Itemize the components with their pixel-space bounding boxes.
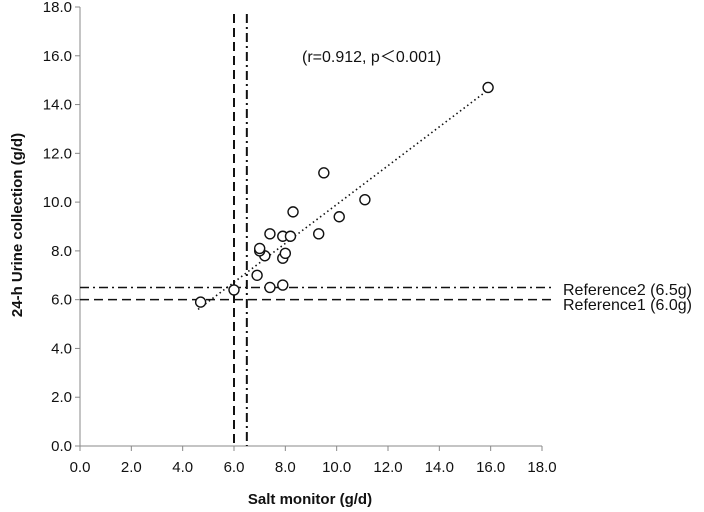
y-tick-label: 14.0 <box>43 97 72 114</box>
trendline-group <box>197 89 489 311</box>
labels: (r=0.912, p＜0.001) Reference2 (6.5g) Ref… <box>9 49 692 508</box>
data-point <box>279 247 292 260</box>
y-tick-label: 8.0 <box>51 243 72 260</box>
data-point <box>228 284 240 296</box>
correlation-annotation: (r=0.912, p＜0.001) <box>302 49 441 66</box>
x-tick-label: 8.0 <box>275 459 296 476</box>
y-axis-title: 24-h Urine collection (g/d) <box>9 133 26 317</box>
x-tick-label: 0.0 <box>70 459 91 476</box>
y-tick-label: 2.0 <box>51 389 72 406</box>
data-point <box>194 296 207 308</box>
data-point <box>313 228 325 240</box>
x-tick-label: 14.0 <box>425 459 454 476</box>
reference2-label: Reference2 (6.5g) <box>563 282 692 299</box>
x-tick-label: 16.0 <box>476 459 505 476</box>
data-point <box>264 228 276 240</box>
y-tick-label: 18.0 <box>43 0 72 16</box>
data-point <box>333 211 345 223</box>
data-point <box>251 269 263 281</box>
data-point <box>277 279 289 291</box>
x-axis-title: Salt monitor (g/d) <box>248 491 372 508</box>
data-point <box>482 81 494 94</box>
y-tick-label: 10.0 <box>43 194 72 211</box>
x-tick-label: 10.0 <box>322 459 351 476</box>
x-tick-label: 2.0 <box>121 459 142 476</box>
data-point <box>284 230 297 242</box>
data-point <box>287 206 299 218</box>
reference-lines <box>80 14 555 446</box>
x-tick-label: 12.0 <box>373 459 402 476</box>
trendline <box>197 89 489 311</box>
data-point <box>253 242 266 255</box>
y-tick-label: 12.0 <box>43 145 72 162</box>
data-point <box>359 193 371 206</box>
y-tick-label: 16.0 <box>43 48 72 65</box>
data-points <box>194 81 494 308</box>
reference1-label: Reference1 (6.0g) <box>563 297 692 314</box>
y-tick-label: 0.0 <box>51 438 72 455</box>
data-point <box>318 167 330 179</box>
y-tick-label: 4.0 <box>51 340 72 357</box>
y-tick-label: 6.0 <box>51 292 72 309</box>
data-point <box>264 281 276 294</box>
x-tick-label: 4.0 <box>172 459 193 476</box>
x-tick-label: 18.0 <box>527 459 556 476</box>
axes: 0.0 2.0 4.0 6.0 8.0 10.0 12.0 14.0 16.0 18.0 0.0 2.… <box>43 0 557 476</box>
x-tick-label: 6.0 <box>224 459 245 476</box>
